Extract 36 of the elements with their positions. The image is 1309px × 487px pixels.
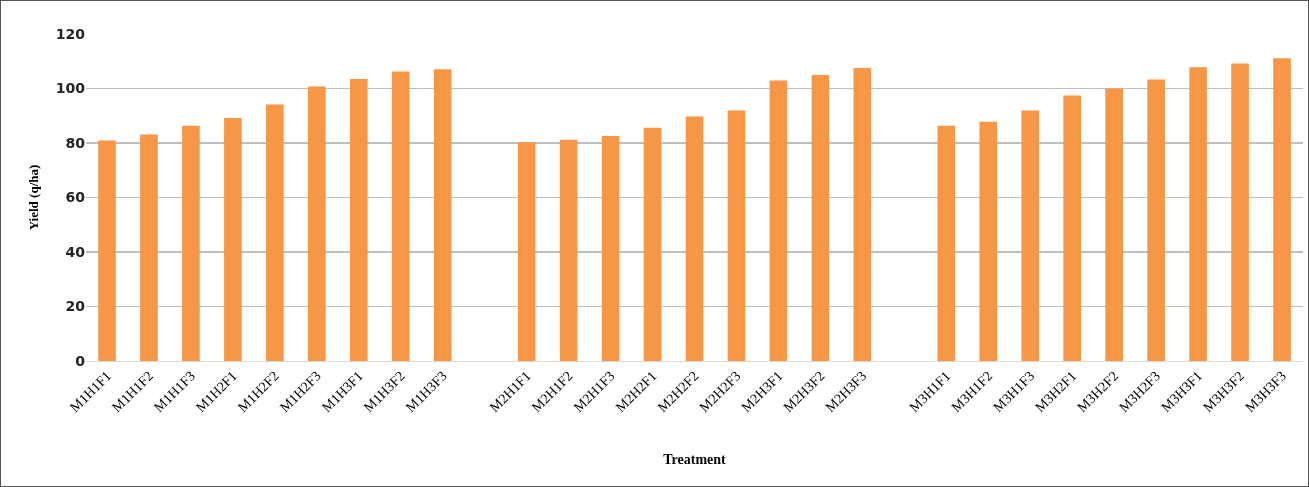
x-axis-title: Treatment <box>663 452 727 468</box>
bar <box>391 71 410 361</box>
bar <box>727 110 746 361</box>
bar <box>140 134 158 361</box>
bar <box>517 142 536 361</box>
bar <box>685 116 704 361</box>
bar <box>811 74 830 361</box>
y-tick-label: 100 <box>55 80 86 97</box>
bar <box>937 125 956 361</box>
bar <box>601 135 620 361</box>
bar <box>266 104 284 361</box>
y-axis-title: Yield (q/ha) <box>25 164 41 231</box>
bar <box>1063 95 1081 361</box>
bar <box>433 69 452 361</box>
bar <box>643 127 662 361</box>
bar <box>98 140 116 361</box>
bar <box>1021 110 1040 361</box>
bar <box>349 78 368 361</box>
bar <box>1273 58 1291 361</box>
y-tick-label: 20 <box>65 298 86 315</box>
y-tick-label: 40 <box>65 243 86 260</box>
bar <box>308 86 326 361</box>
y-tick-label: 60 <box>65 189 86 206</box>
y-tick-label: 120 <box>55 25 86 42</box>
bar <box>1231 63 1249 361</box>
bar <box>1147 79 1165 361</box>
y-tick-label: 80 <box>65 134 86 151</box>
y-tick-label: 0 <box>75 352 86 369</box>
bar <box>769 80 788 361</box>
bar <box>979 121 998 361</box>
bar <box>853 68 872 361</box>
bar <box>182 125 200 361</box>
bar <box>1105 88 1123 361</box>
bar <box>1189 67 1207 361</box>
bar <box>559 139 578 361</box>
bar <box>224 117 242 361</box>
